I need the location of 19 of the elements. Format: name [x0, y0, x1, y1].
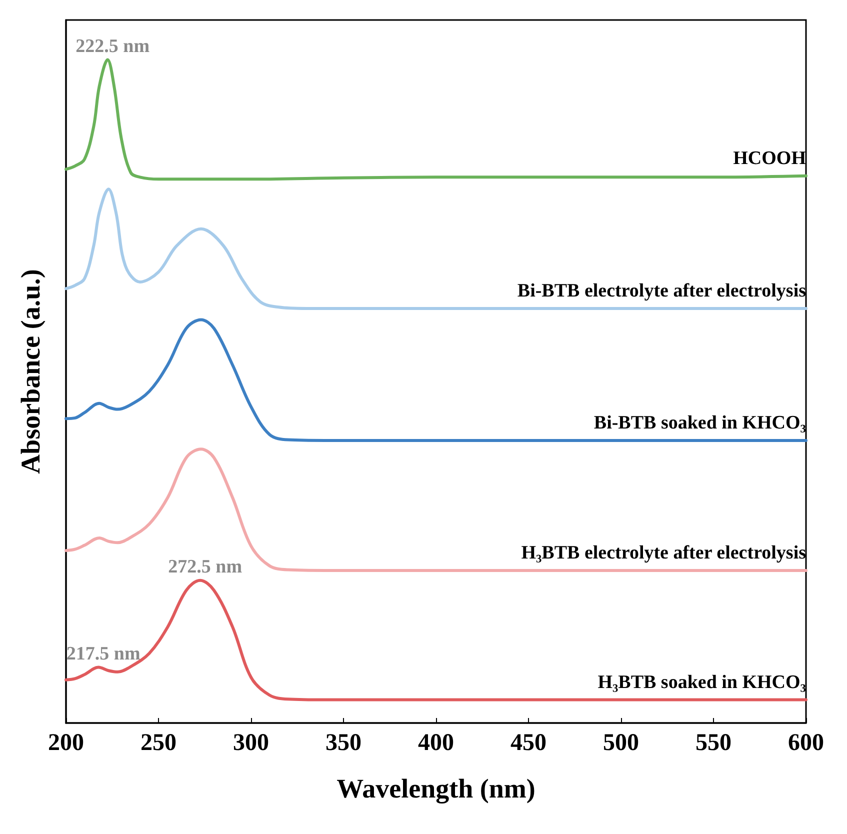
- annotation: 222.5 nm: [76, 36, 150, 57]
- x-tick-label: 600: [788, 730, 824, 756]
- series-label: Bi-BTB electrolyte after electrolysis: [517, 280, 806, 302]
- annotation: 272.5 nm: [168, 556, 242, 578]
- x-tick-label: 200: [48, 730, 84, 756]
- x-axis-title: Wavelength (nm): [336, 774, 536, 804]
- x-tick-label: 350: [326, 730, 362, 756]
- series-label: H₃BTB electrolyte after electrolysis: [521, 542, 806, 564]
- y-axis-title: Absorbance (a.u.): [16, 269, 46, 474]
- x-tick-label: 550: [696, 730, 732, 756]
- x-tick-label: 300: [233, 730, 269, 756]
- x-tick-label: 500: [603, 730, 639, 756]
- series-label: H₃BTB soaked in KHCO₃: [598, 672, 806, 693]
- series-label: Bi-BTB soaked in KHCO₃: [594, 412, 806, 434]
- x-tick-label: 250: [140, 730, 176, 756]
- annotation: 217.5 nm: [66, 643, 140, 664]
- x-tick-label: 450: [510, 730, 546, 756]
- series-label: HCOOH: [733, 148, 806, 169]
- x-tick-label: 400: [418, 730, 454, 756]
